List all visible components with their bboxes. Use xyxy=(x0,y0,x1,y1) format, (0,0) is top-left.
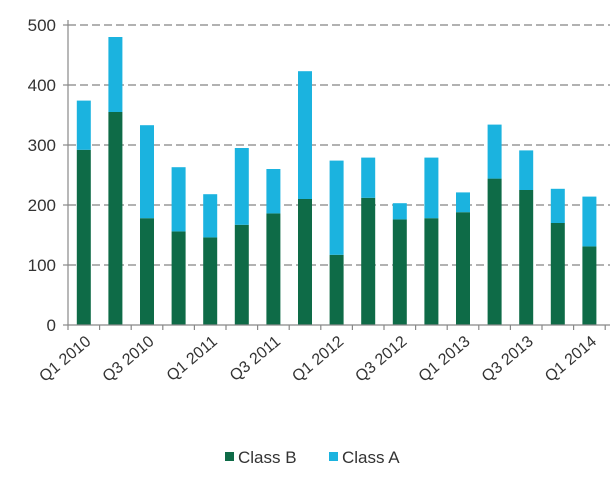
bar-class-a-q3-2013 xyxy=(519,150,534,190)
bar-class-b-q2-2012 xyxy=(361,197,376,325)
bar-class-b-q1-2010 xyxy=(76,149,91,325)
bar-class-a-q1-2012 xyxy=(329,160,344,255)
y-tick-label-300: 300 xyxy=(28,136,56,155)
bar-class-a-q4-2013 xyxy=(550,188,565,223)
bar-class-a-q4-2011 xyxy=(298,71,312,199)
x-tick-label-q1-2010: Q1 2010 xyxy=(36,333,94,386)
bar-class-b-q1-2012 xyxy=(329,254,344,325)
bar-class-a-q1-2014 xyxy=(582,196,597,247)
bar-class-b-q3-2010 xyxy=(140,218,154,325)
bar-class-a-q2-2010 xyxy=(108,37,123,112)
bar-class-a-q1-2011 xyxy=(203,194,218,238)
legend-label-class-b: Class B xyxy=(238,448,297,467)
legend-swatch-class-a xyxy=(329,452,338,461)
bar-class-a-q2-2011 xyxy=(234,148,249,225)
y-tick-label-100: 100 xyxy=(28,256,56,275)
bar-class-b-q1-2013 xyxy=(456,212,470,325)
bar-class-b-q1-2011 xyxy=(203,237,218,325)
bar-class-b-q3-2011 xyxy=(266,213,281,325)
x-tick-label-q3-2012: Q3 2012 xyxy=(352,333,410,386)
x-tick-label-q1-2012: Q1 2012 xyxy=(289,333,347,386)
bar-class-b-q1-2014 xyxy=(582,246,597,325)
bar-class-a-q1-2013 xyxy=(456,192,470,213)
y-tick-label-200: 200 xyxy=(28,196,56,215)
bar-class-a-q1-2010 xyxy=(76,100,91,150)
bar-class-b-q4-2010 xyxy=(171,231,186,325)
bar-class-a-q4-2012 xyxy=(424,157,439,219)
bar-class-b-q4-2011 xyxy=(298,199,312,325)
bar-class-b-q3-2012 xyxy=(392,219,407,325)
bar-class-b-q4-2012 xyxy=(424,218,439,325)
bar-class-a-q3-2012 xyxy=(392,203,407,220)
bar-class-b-q2-2011 xyxy=(234,224,249,325)
x-tick-label-q3-2011: Q3 2011 xyxy=(227,333,284,385)
x-tick-label-q3-2010: Q3 2010 xyxy=(100,333,158,386)
x-tick-label-q3-2013: Q3 2013 xyxy=(479,333,537,386)
bar-class-a-q3-2011 xyxy=(266,169,281,214)
bar-class-b-q3-2013 xyxy=(519,190,534,325)
bar-class-b-q2-2010 xyxy=(108,112,123,325)
x-tick-label-q1-2014: Q1 2014 xyxy=(542,333,600,386)
y-tick-label-500: 500 xyxy=(28,16,56,35)
bar-class-a-q4-2010 xyxy=(171,167,186,232)
legend-label-class-a: Class A xyxy=(342,448,400,467)
y-tick-label-400: 400 xyxy=(28,76,56,95)
legend-swatch-class-b xyxy=(225,452,234,461)
bar-class-a-q2-2012 xyxy=(361,157,376,198)
x-tick-label-q1-2011: Q1 2011 xyxy=(164,333,221,385)
y-tick-label-0: 0 xyxy=(47,316,56,335)
x-tick-label-q1-2013: Q1 2013 xyxy=(416,333,474,386)
bar-class-b-q4-2013 xyxy=(550,223,565,325)
bar-class-b-q2-2013 xyxy=(487,178,502,325)
bar-class-a-q2-2013 xyxy=(487,124,502,179)
bar-class-a-q3-2010 xyxy=(140,125,154,219)
